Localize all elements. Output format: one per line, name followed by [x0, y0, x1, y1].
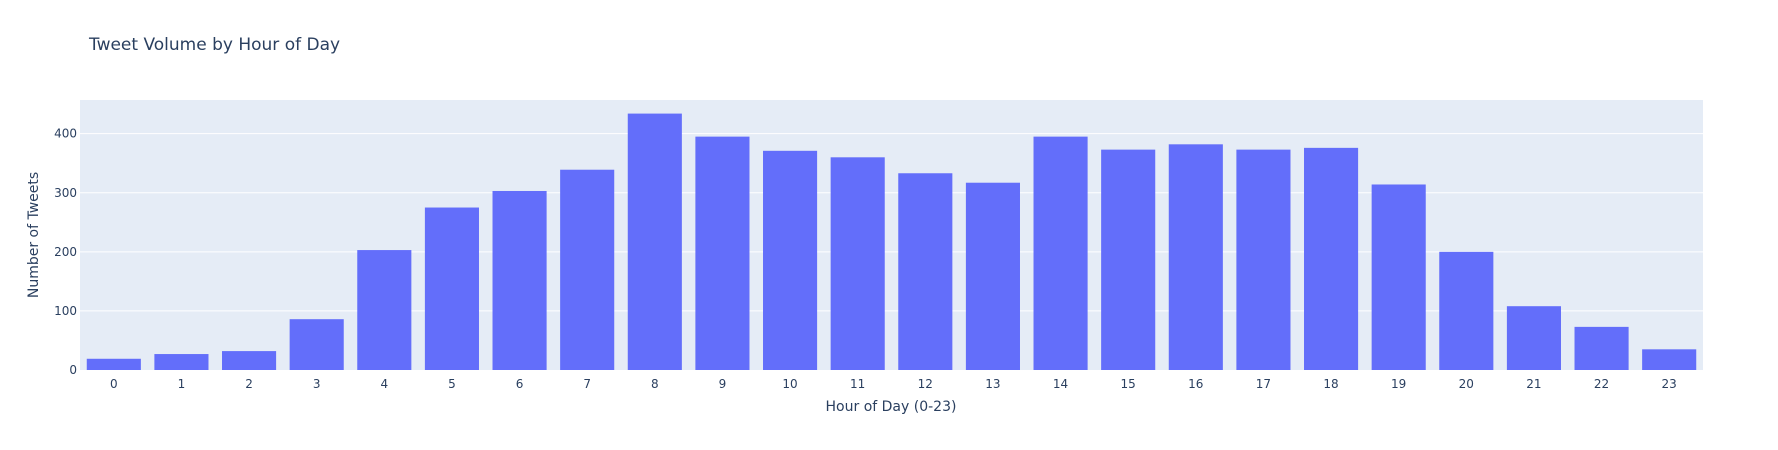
x-tick-label: 7 [583, 377, 591, 391]
chart-title: Tweet Volume by Hour of Day [88, 35, 340, 55]
bar-hour-22[interactable] [1574, 326, 1629, 370]
x-axis-ticks: 0 1 2 3 4 5 6 7 8 9 10 11 12 13 14 15 16 17 18 19 20 21 22 23 [110, 377, 1677, 391]
y-axis-ticks: 0 100 200 300 400 [54, 127, 77, 377]
x-tick-label: 6 [516, 377, 524, 391]
bar-hour-2[interactable] [222, 351, 277, 370]
bar-hour-18[interactable] [1304, 147, 1359, 370]
x-tick-label: 11 [850, 377, 865, 391]
y-tick-label: 200 [54, 245, 77, 259]
x-tick-label: 19 [1391, 377, 1406, 391]
y-tick-label: 300 [54, 186, 77, 200]
bar-hour-3[interactable] [289, 319, 344, 370]
bar-hour-1[interactable] [154, 354, 209, 370]
bar-hour-23[interactable] [1642, 349, 1697, 370]
x-tick-label: 15 [1121, 377, 1136, 391]
x-tick-label: 1 [178, 377, 186, 391]
bar-hour-7[interactable] [560, 169, 615, 370]
bar-hour-10[interactable] [763, 150, 818, 370]
bar-hour-9[interactable] [695, 136, 750, 370]
x-tick-label: 10 [782, 377, 797, 391]
x-tick-label: 20 [1459, 377, 1474, 391]
x-tick-label: 16 [1188, 377, 1203, 391]
bar-hour-8[interactable] [627, 113, 682, 370]
y-tick-label: 0 [69, 363, 77, 377]
x-axis-title: Hour of Day (0-23) [826, 399, 957, 415]
bar-hour-11[interactable] [830, 157, 885, 370]
x-tick-label: 21 [1526, 377, 1541, 391]
bars [86, 113, 1697, 370]
y-tick-label: 400 [54, 127, 77, 141]
x-tick-label: 12 [918, 377, 933, 391]
bar-hour-4[interactable] [357, 250, 412, 370]
x-tick-label: 14 [1053, 377, 1068, 391]
bar-hour-19[interactable] [1371, 184, 1426, 370]
x-tick-label: 2 [245, 377, 253, 391]
x-tick-label: 9 [719, 377, 727, 391]
bar-hour-15[interactable] [1101, 149, 1156, 370]
x-tick-label: 3 [313, 377, 321, 391]
bar-hour-20[interactable] [1439, 251, 1494, 370]
x-tick-label: 22 [1594, 377, 1609, 391]
y-tick-label: 100 [54, 304, 77, 318]
plot-area [80, 100, 1703, 370]
bar-hour-13[interactable] [965, 182, 1020, 370]
bar-hour-21[interactable] [1506, 306, 1561, 370]
bar-hour-16[interactable] [1168, 144, 1223, 370]
bar-hour-5[interactable] [424, 207, 479, 370]
x-tick-label: 13 [985, 377, 1000, 391]
x-tick-label: 8 [651, 377, 659, 391]
bar-hour-12[interactable] [898, 173, 953, 370]
x-tick-label: 5 [448, 377, 456, 391]
gridlines [80, 133, 1703, 312]
x-tick-label: 23 [1662, 377, 1677, 391]
y-axis-title: Number of Tweets [26, 172, 42, 298]
bar-hour-6[interactable] [492, 190, 547, 370]
x-tick-label: 17 [1256, 377, 1271, 391]
x-tick-label: 0 [110, 377, 118, 391]
x-tick-label: 18 [1323, 377, 1338, 391]
bar-hour-17[interactable] [1236, 149, 1291, 370]
x-tick-label: 4 [380, 377, 388, 391]
bar-hour-14[interactable] [1033, 136, 1088, 370]
bar-hour-0[interactable] [86, 358, 141, 370]
